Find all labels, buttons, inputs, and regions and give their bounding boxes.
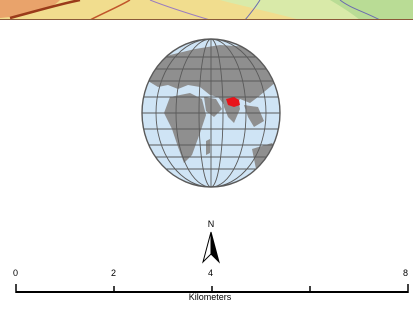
scale-tick-label: 2 [111, 268, 117, 278]
land-se-asia [244, 105, 264, 127]
scale-units-label: Kilometers [188, 292, 232, 302]
main-map-strip [0, 0, 413, 20]
scale-tick-label: 8 [403, 268, 409, 278]
land-arabia [204, 97, 222, 117]
land-africa [164, 93, 206, 163]
scale-tick-label: 4 [208, 268, 214, 278]
study-area-highlight [226, 97, 240, 107]
scale-tick-label: 0 [13, 268, 19, 278]
north-label: N [207, 219, 215, 229]
north-arrow-icon [202, 231, 220, 264]
land-madagascar [206, 139, 210, 155]
land-europe-asia [148, 45, 280, 111]
inset-globe [141, 38, 281, 188]
scale-bar [15, 284, 409, 293]
